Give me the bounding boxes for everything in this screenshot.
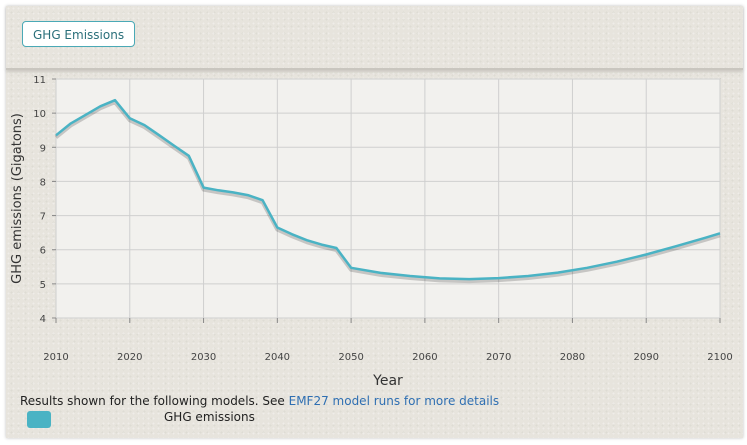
x-tick-label: 2070 (486, 352, 511, 363)
x-tick-label: 2080 (560, 352, 585, 363)
y-tick-label: 11 (33, 75, 46, 86)
x-tick-label: 2090 (633, 352, 658, 363)
y-axis-label: GHG emissions (Gigatons) (10, 113, 25, 284)
y-tick-label: 8 (40, 177, 46, 188)
y-tick-label: 6 (40, 246, 46, 257)
y-tick-label: 9 (40, 143, 46, 154)
models-note-text: Results shown for the following models. … (20, 394, 289, 408)
y-tick-label: 4 (40, 314, 46, 325)
x-axis-label: Year (372, 373, 403, 389)
x-tick-label: 2010 (43, 352, 68, 363)
y-tick-label: 10 (33, 109, 46, 120)
x-tick-label: 2030 (191, 352, 216, 363)
legend-swatch[interactable] (27, 411, 51, 428)
header-band: GHG Emissions (6, 6, 743, 70)
x-tick-label: 2050 (338, 352, 363, 363)
x-tick-label: 2100 (707, 352, 732, 363)
x-tick-label: 2020 (117, 352, 142, 363)
y-tick-label: 5 (40, 280, 46, 291)
x-tick-label: 2040 (265, 352, 290, 363)
y-axis-ticks: 4 5 6 7 8 9 10 11 (33, 75, 56, 325)
x-axis-ticks: 2010 2020 2030 2040 2050 2060 2070 2080 2090 2100 (43, 318, 733, 363)
emf27-details-link[interactable]: EMF27 model runs for more details (288, 394, 500, 408)
series-line (55, 98, 721, 281)
series-line-shadow (54, 100, 721, 284)
y-tick-label: 7 (40, 212, 46, 223)
grid-lines (55, 78, 721, 319)
legend-label: GHG emissions (164, 410, 255, 424)
models-note: Results shown for the following models. … (20, 394, 499, 408)
plot-area (55, 78, 721, 319)
ghg-emissions-tab-button[interactable]: GHG Emissions (22, 21, 136, 47)
x-tick-label: 2060 (412, 352, 437, 363)
series-layer (54, 98, 721, 284)
